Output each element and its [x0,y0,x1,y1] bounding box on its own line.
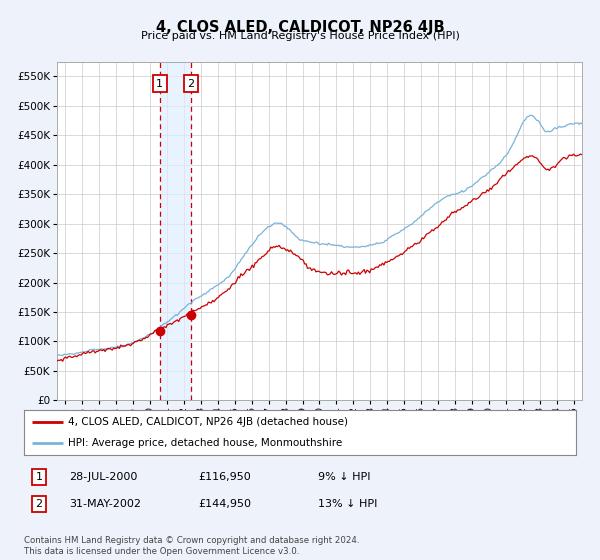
Text: HPI: Average price, detached house, Monmouthshire: HPI: Average price, detached house, Monm… [68,437,343,447]
Text: 9% ↓ HPI: 9% ↓ HPI [318,472,371,482]
Text: Contains HM Land Registry data © Crown copyright and database right 2024.
This d: Contains HM Land Registry data © Crown c… [24,536,359,556]
Text: 1: 1 [35,472,43,482]
Text: 2: 2 [35,499,43,509]
Text: £116,950: £116,950 [198,472,251,482]
Text: 4, CLOS ALED, CALDICOT, NP26 4JB (detached house): 4, CLOS ALED, CALDICOT, NP26 4JB (detach… [68,417,348,427]
Text: 4, CLOS ALED, CALDICOT, NP26 4JB: 4, CLOS ALED, CALDICOT, NP26 4JB [155,20,445,35]
Bar [160,62,191,400]
Text: £144,950: £144,950 [198,499,251,509]
Text: 1: 1 [156,78,163,88]
Text: 13% ↓ HPI: 13% ↓ HPI [318,499,377,509]
Text: 2: 2 [187,78,194,88]
Text: 31-MAY-2002: 31-MAY-2002 [69,499,141,509]
Text: Price paid vs. HM Land Registry's House Price Index (HPI): Price paid vs. HM Land Registry's House … [140,31,460,41]
Text: 28-JUL-2000: 28-JUL-2000 [69,472,137,482]
